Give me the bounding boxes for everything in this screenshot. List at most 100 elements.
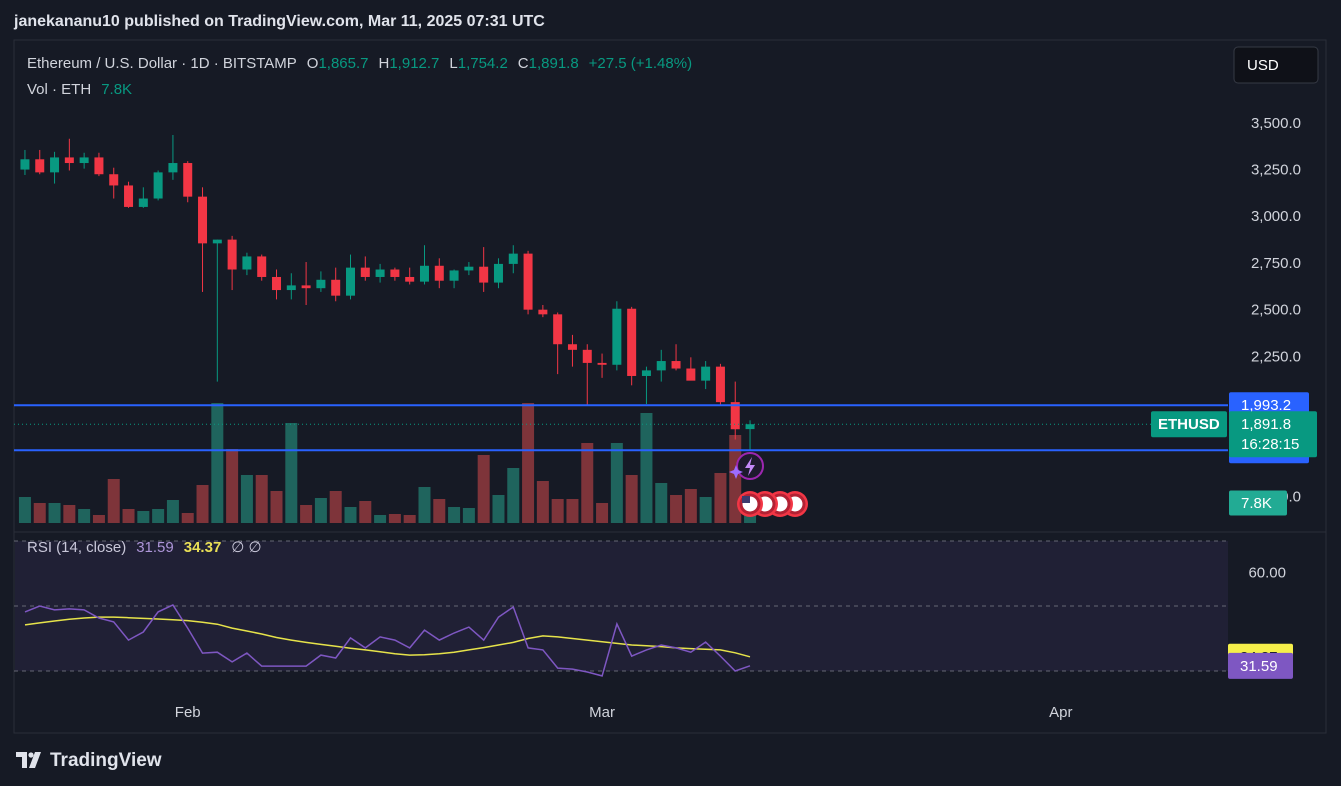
volume-bar bbox=[581, 443, 594, 523]
candle-body bbox=[612, 308, 622, 365]
volume-bar bbox=[507, 468, 520, 523]
candle-body bbox=[345, 267, 355, 296]
volume-bar bbox=[551, 499, 564, 523]
candle-body bbox=[138, 198, 148, 207]
y-tick-label: 3,000.0 bbox=[1251, 208, 1301, 225]
volume-bar bbox=[403, 515, 416, 523]
ohlc-key: O bbox=[307, 55, 319, 72]
rsi-line bbox=[24, 604, 751, 677]
volume-bar bbox=[122, 509, 135, 523]
x-tick-label: Feb bbox=[175, 704, 201, 721]
volume-bar bbox=[181, 513, 194, 523]
ohlc-key: C bbox=[518, 55, 529, 72]
volume-bar bbox=[388, 514, 401, 523]
rsi-line bbox=[24, 616, 751, 658]
rsi-extras: ∅ ∅ bbox=[231, 539, 261, 556]
ohlc-key: H bbox=[379, 55, 390, 72]
volume-bar bbox=[18, 497, 31, 523]
candle-body bbox=[671, 361, 681, 369]
volume-bar bbox=[226, 449, 239, 523]
rsi-legend: RSI (14, close) 31.59 34.37 ∅ ∅ bbox=[27, 539, 262, 556]
volume-bar bbox=[211, 403, 224, 523]
candle-body bbox=[198, 196, 208, 244]
candle-body bbox=[508, 253, 518, 264]
volume-bar bbox=[166, 500, 179, 523]
volume-name: Vol · ETH bbox=[27, 81, 91, 98]
candle-body bbox=[94, 157, 104, 175]
volume-bar bbox=[433, 499, 446, 523]
volume-bar bbox=[255, 475, 268, 523]
candle-body bbox=[79, 157, 89, 164]
volume-bar bbox=[344, 507, 357, 523]
currency-label[interactable]: USD bbox=[1247, 57, 1279, 74]
volume-bar bbox=[610, 443, 623, 523]
ohlc-value: 1,912.7 bbox=[389, 55, 439, 72]
currency-button[interactable]: USD bbox=[1233, 46, 1319, 84]
volume-bar bbox=[314, 498, 327, 523]
volume-bar bbox=[536, 481, 549, 523]
volume-bar bbox=[566, 499, 579, 523]
last-price-tag: 1,891.8 bbox=[1241, 416, 1291, 433]
candle-body bbox=[538, 309, 548, 315]
plot: 1,500.02,000.02,250.02,500.02,750.03,000… bbox=[14, 115, 1317, 721]
rsi-title: RSI (14, close) bbox=[27, 539, 126, 556]
event-icon-bolt bbox=[745, 457, 755, 476]
publisher: janekananu10 published on TradingView.co… bbox=[13, 13, 545, 30]
volume-bar bbox=[63, 505, 76, 523]
rsi-ma-value: 34.37 bbox=[184, 539, 222, 556]
volume-bar bbox=[684, 489, 697, 523]
candle-body bbox=[567, 344, 577, 350]
candle-body bbox=[405, 276, 415, 282]
candle-body bbox=[153, 172, 163, 199]
currency-button-box[interactable] bbox=[1233, 46, 1319, 84]
volume-bar bbox=[78, 509, 91, 523]
candle-body bbox=[715, 366, 725, 403]
candle-body bbox=[331, 279, 341, 296]
candle-body bbox=[212, 239, 222, 244]
flag-icons[interactable] bbox=[737, 491, 808, 517]
candle-body bbox=[242, 256, 252, 270]
volume-bar bbox=[196, 485, 209, 523]
volume-bar bbox=[107, 479, 120, 523]
y-tick-label: 2,250.0 bbox=[1251, 348, 1301, 365]
symbol-title: Ethereum / U.S. Dollar · 1D · BITSTAMP bbox=[27, 55, 297, 72]
y-tick-label: 3,500.0 bbox=[1251, 115, 1301, 132]
candle-body bbox=[641, 370, 651, 376]
event-icon-spark bbox=[729, 465, 743, 479]
candle-body bbox=[20, 159, 30, 170]
volume-bar bbox=[640, 413, 653, 523]
volume-bar bbox=[240, 475, 253, 523]
volume-bar bbox=[300, 505, 313, 523]
candle-body bbox=[375, 269, 385, 277]
candle-body bbox=[50, 157, 60, 173]
candle-body bbox=[553, 314, 563, 345]
y-tick-label: 2,750.0 bbox=[1251, 255, 1301, 272]
ohlc-value: 1,891.8 bbox=[529, 55, 579, 72]
volume-bar bbox=[492, 495, 505, 523]
last-price-tag-bg bbox=[1229, 411, 1317, 458]
symbol-tag-bg bbox=[1151, 411, 1227, 438]
rsi-tag: 31.59 bbox=[1240, 658, 1278, 675]
x-tick-label: Mar bbox=[589, 704, 615, 721]
symbol-legend: Ethereum / U.S. Dollar · 1D · BITSTAMP O 1… bbox=[27, 55, 692, 72]
volume-bar bbox=[374, 515, 387, 523]
candle-body bbox=[227, 239, 237, 270]
candle-body bbox=[286, 285, 296, 291]
volume-bar bbox=[714, 473, 727, 523]
candle-body bbox=[479, 266, 489, 283]
symbol-tag: ETHUSD bbox=[1158, 416, 1220, 433]
volume-bar bbox=[670, 495, 683, 523]
y-tick-label: 60.00 bbox=[1248, 564, 1286, 581]
candle-body bbox=[493, 263, 503, 283]
ohlc-key: L bbox=[449, 55, 457, 72]
flag-canton bbox=[742, 496, 750, 503]
event-icons bbox=[729, 452, 808, 517]
candle-body bbox=[316, 279, 326, 289]
volume-bar bbox=[285, 423, 298, 523]
candle-body bbox=[627, 308, 637, 376]
candle-body bbox=[301, 285, 311, 289]
candle-body bbox=[390, 269, 400, 277]
change: +27.5 (+1.48%) bbox=[589, 55, 692, 72]
volume-bar bbox=[48, 503, 61, 523]
candle-body bbox=[464, 266, 474, 271]
